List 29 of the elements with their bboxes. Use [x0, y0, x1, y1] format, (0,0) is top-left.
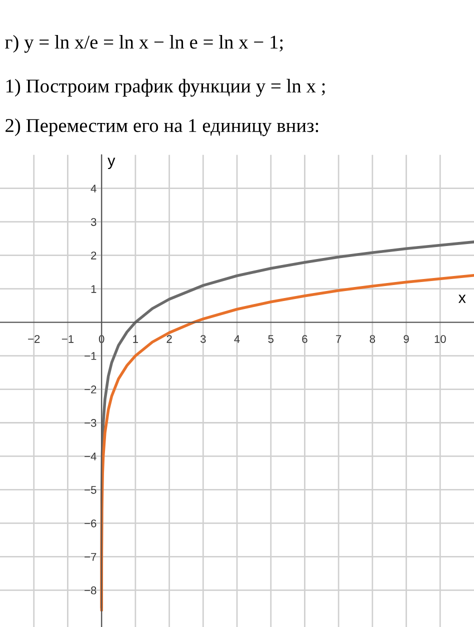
x-tick-label: −1: [62, 335, 74, 343]
x-axis-title: x: [458, 294, 466, 303]
x-tick-label: 6: [302, 335, 308, 343]
y-tick-label: 3: [90, 218, 96, 226]
y-tick-label: −2: [84, 386, 96, 394]
x-tick-label: 8: [370, 335, 376, 343]
text: 1) Построим график функции y = ln x ;: [6, 78, 325, 97]
y-tick-label: −8: [84, 586, 96, 594]
x-tick-label: 7: [336, 335, 342, 343]
y-tick-label: −6: [84, 519, 96, 528]
y-tick-label: 4: [90, 184, 96, 192]
y-tick-label: −5: [84, 486, 96, 494]
text: 2) Переместим его на 1 единицу вниз:: [6, 118, 318, 136]
x-tick-label: 9: [404, 335, 409, 343]
x-tick-label: 3: [200, 335, 206, 343]
chart-title: г) y = ln x/e = ln x − ln e = ln x − 1;: [5, 35, 283, 53]
y-tick-label: 1: [91, 285, 96, 293]
x-tick-label: 4: [234, 335, 240, 343]
x-tick-label: 5: [268, 335, 274, 343]
y-tick-label: −1: [84, 352, 96, 360]
x-tick-label: 10: [434, 335, 446, 343]
y-axis-title: y: [108, 158, 116, 170]
x-tick-label: 1: [133, 335, 138, 343]
y-tick-label: 2: [91, 252, 96, 260]
x-tick-label: 2: [166, 335, 172, 343]
y-tick-label: −4: [84, 452, 96, 460]
x-tick-label: −2: [28, 335, 40, 343]
y-tick-label: −7: [84, 553, 96, 561]
y-tick-label: −3: [84, 419, 96, 427]
